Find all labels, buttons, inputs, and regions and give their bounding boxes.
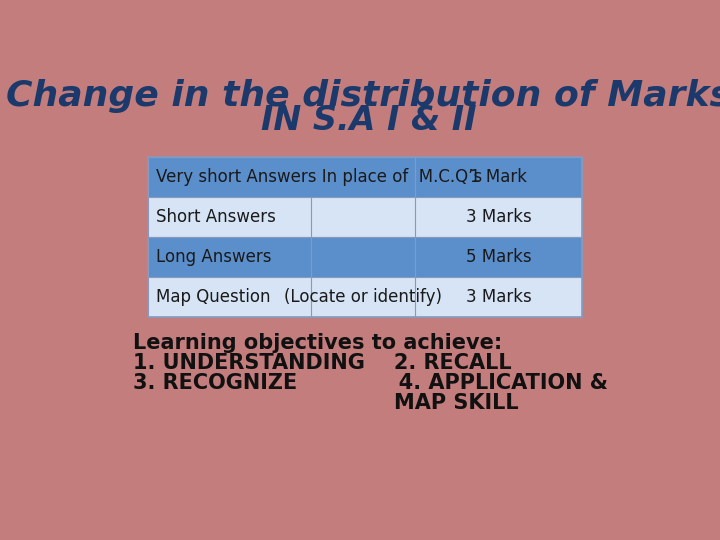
Text: 1 Mark: 1 Mark [470, 168, 527, 186]
Text: 3 Marks: 3 Marks [466, 208, 531, 226]
Bar [148, 278, 582, 318]
Text: Map Question: Map Question [156, 288, 271, 306]
Text: Long Answers: Long Answers [156, 248, 271, 266]
Text: Very short Answers In place of  M.C.Q’s: Very short Answers In place of M.C.Q’s [156, 168, 482, 186]
Text: Short Answers: Short Answers [156, 208, 276, 226]
Text: 1. UNDERSTANDING    2. RECALL: 1. UNDERSTANDING 2. RECALL [132, 353, 511, 373]
Text: 3 Marks: 3 Marks [466, 288, 531, 306]
Text: Change in the distribution of Marks: Change in the distribution of Marks [6, 79, 720, 113]
Text: Learning objectives to achieve:: Learning objectives to achieve: [132, 333, 502, 353]
Text: MAP SKILL: MAP SKILL [132, 393, 518, 413]
Bar [148, 157, 582, 318]
Text: 3. RECOGNIZE              4. APPLICATION &: 3. RECOGNIZE 4. APPLICATION & [132, 373, 608, 393]
Bar [148, 197, 582, 237]
Text: 5 Marks: 5 Marks [466, 248, 531, 266]
Text: IN S.A I & II: IN S.A I & II [261, 104, 477, 137]
Text: (Locate or identify): (Locate or identify) [284, 288, 442, 306]
Bar [148, 157, 582, 197]
Bar [148, 237, 582, 278]
